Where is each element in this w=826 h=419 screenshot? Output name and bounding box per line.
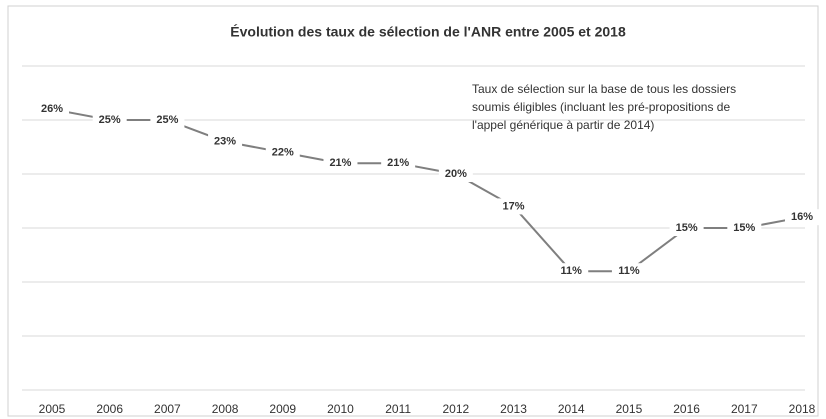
- data-label: 11%: [561, 265, 583, 277]
- data-label-bg: [496, 198, 531, 215]
- data-label: 11%: [618, 265, 640, 277]
- data-label-bg: [381, 155, 416, 172]
- x-tick-label: 2010: [327, 402, 354, 416]
- data-label-bg: [669, 220, 704, 236]
- data-label-bg: [150, 112, 185, 128]
- annotation: Taux de sélection sur la base de tous le…: [472, 82, 736, 96]
- data-label-bg: [785, 209, 819, 226]
- x-tick-label: 2006: [96, 402, 123, 416]
- data-label: 16%: [791, 211, 813, 223]
- data-label: 25%: [156, 114, 178, 126]
- data-label: 22%: [272, 146, 294, 158]
- data-label: 17%: [503, 200, 525, 212]
- data-label: 23%: [214, 136, 236, 148]
- x-tick-label: 2008: [212, 402, 239, 416]
- x-tick-label: 2005: [39, 402, 66, 416]
- data-label-bg: [208, 133, 243, 150]
- data-label-bg: [611, 263, 646, 280]
- chart-title: Évolution des taux de sélection de l'ANR…: [230, 24, 626, 40]
- chart-frame: [7, 5, 819, 417]
- x-tick-label: 2014: [558, 402, 585, 416]
- x-tick-label: 2018: [789, 402, 816, 416]
- x-tick-label: 2016: [673, 402, 700, 416]
- x-tick-label: 2013: [500, 402, 527, 416]
- x-tick-label: 2009: [269, 402, 296, 416]
- data-label: 15%: [733, 222, 755, 234]
- x-tick-label: 2012: [442, 402, 469, 416]
- x-tick-label: 2017: [731, 402, 758, 416]
- data-label-bg: [35, 101, 69, 118]
- data-label: 26%: [41, 103, 63, 115]
- data-label-bg: [438, 166, 473, 182]
- data-label-bg: [727, 220, 762, 236]
- data-label: 20%: [445, 168, 467, 180]
- x-tick-label: 2015: [616, 402, 643, 416]
- x-tick-label: 2007: [154, 402, 181, 416]
- data-label-bg: [265, 144, 300, 161]
- data-label: 21%: [387, 157, 409, 169]
- data-label: 15%: [676, 222, 698, 234]
- data-label-bg: [554, 263, 589, 280]
- data-label: 21%: [329, 157, 351, 169]
- data-label: 25%: [99, 114, 121, 126]
- x-tick-label: 2011: [385, 402, 411, 416]
- annotation: soumis éligibles (incluant les pré-propo…: [472, 100, 730, 114]
- data-label-bg: [92, 112, 127, 128]
- data-label-bg: [323, 155, 358, 172]
- annotation: l'appel générique à partir de 2014): [472, 118, 654, 132]
